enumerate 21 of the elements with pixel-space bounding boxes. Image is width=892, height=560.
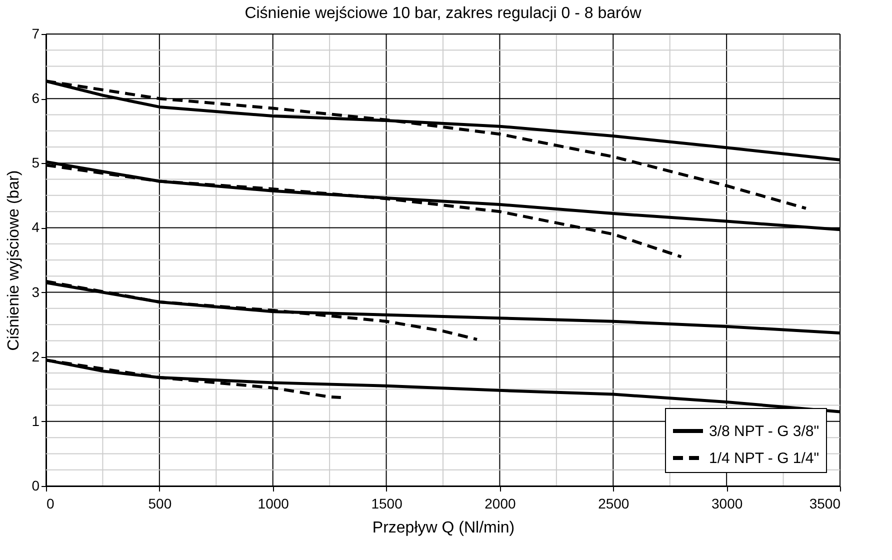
- x-tick-label: 2000: [484, 496, 516, 512]
- legend-label: 3/8 NPT - G 3/8": [709, 423, 820, 440]
- x-tick-label: 1000: [258, 496, 290, 512]
- chart-title: Ciśnienie wejściowe 10 bar, zakres regulacji 0 - 8 barów: [244, 5, 642, 22]
- y-tick-label: 4: [32, 219, 40, 236]
- x-tick-label: 1500: [371, 496, 403, 512]
- legend-label: 1/4 NPT - G 1/4": [709, 450, 820, 467]
- x-tick-label: 0: [46, 496, 54, 512]
- y-tick-label: 6: [32, 90, 40, 106]
- y-tick-label: 7: [32, 26, 40, 42]
- y-tick-label: 5: [32, 154, 40, 171]
- y-tick-label: 0: [32, 478, 40, 494]
- x-tick-label: 3500: [809, 496, 841, 512]
- x-axis-title: Przepływ Q (Nl/min): [372, 520, 515, 536]
- y-tick-label: 3: [32, 284, 40, 300]
- x-tick-label: 500: [148, 496, 172, 512]
- y-tick-label: 1: [32, 412, 40, 429]
- y-axis-title: Ciśnienie wyjściowe (bar): [6, 170, 23, 351]
- x-tick-label: 2500: [598, 496, 630, 512]
- x-tick-label: 3000: [711, 496, 743, 512]
- y-tick-label: 2: [32, 348, 40, 364]
